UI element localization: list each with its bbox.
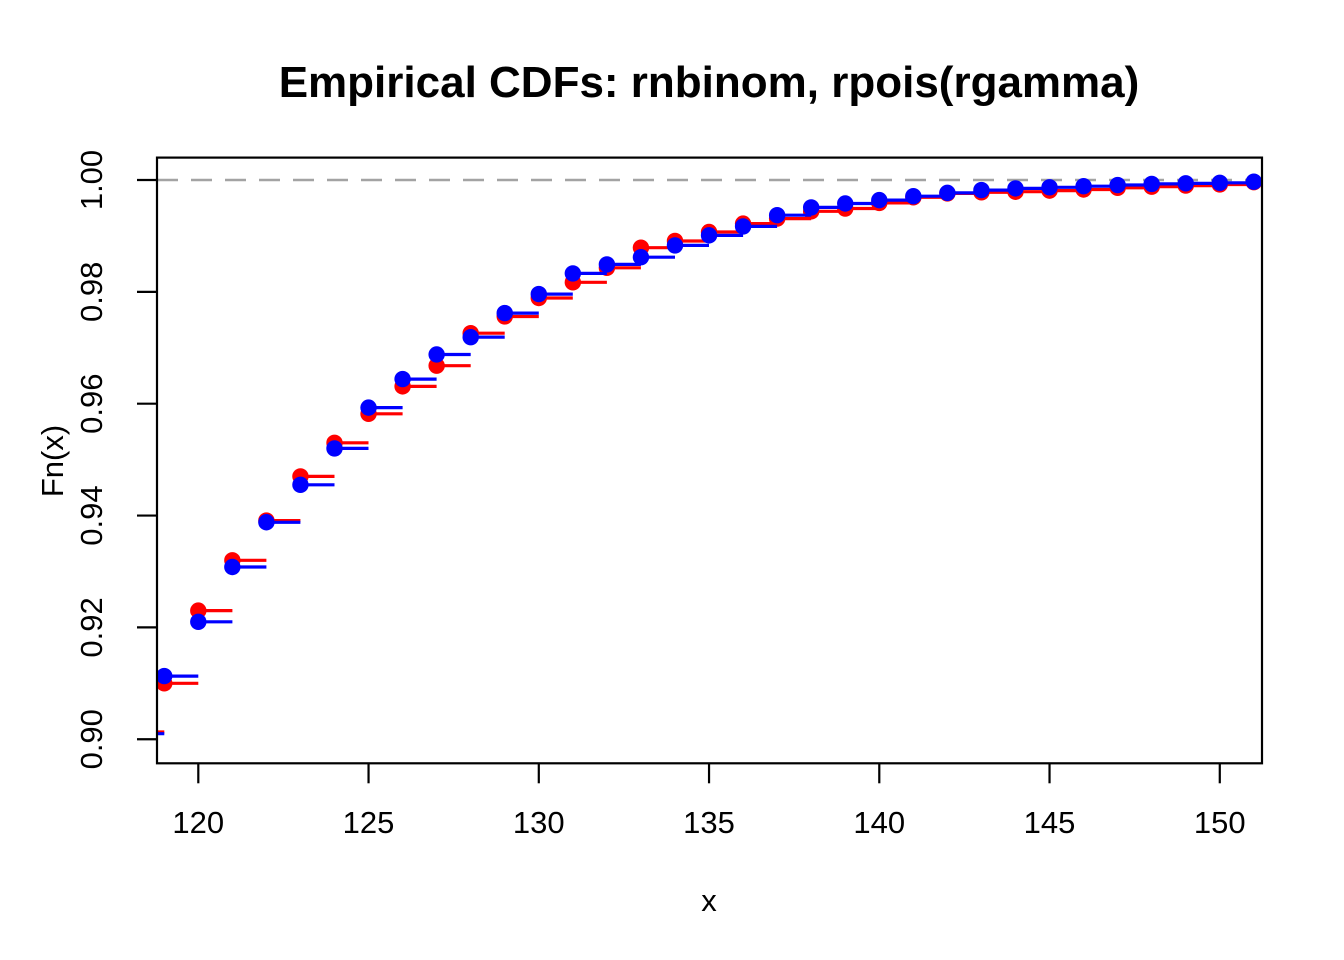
ecdf-point-rpois-rgamma (905, 188, 922, 205)
ecdf-point-rpois-rgamma (1109, 176, 1126, 194)
x-tick-label: 130 (513, 805, 565, 840)
ecdf-point-rpois-rgamma (428, 346, 445, 363)
ecdf-steps-rpois-rgamma (157, 180, 1262, 736)
y-tick-label: 1.00 (74, 150, 109, 210)
ecdf-point-rpois-rgamma (1177, 175, 1194, 192)
ecdf-point-rpois-rgamma (802, 199, 820, 216)
ecdf-point-rpois-rgamma (1143, 175, 1160, 193)
x-axis-title: x (701, 883, 717, 918)
ecdf-point-rpois-rgamma (939, 184, 956, 202)
ecdf-point-rpois-rgamma (734, 218, 752, 235)
ecdf-point-rpois-rgamma (1245, 173, 1263, 190)
ecdf-point-rpois-rgamma (224, 558, 241, 576)
ecdf-point-rpois-rgamma (1211, 174, 1228, 191)
ecdf-point-rpois-rgamma (666, 237, 684, 254)
ecdf-point-rpois-rgamma (394, 370, 411, 388)
ecdf-point-rpois-rgamma (632, 248, 650, 266)
x-tick-label: 135 (683, 805, 735, 840)
ecdf-point-rpois-rgamma (973, 181, 990, 199)
y-tick-label: 0.92 (74, 597, 109, 657)
ecdf-point-rpois-rgamma (871, 191, 888, 209)
y-axis-title: Fn(x) (35, 425, 70, 497)
ecdf-point-rpois-rgamma (326, 440, 343, 457)
y-tick-label: 0.98 (74, 262, 109, 322)
ecdf-point-rpois-rgamma (1075, 177, 1092, 195)
ecdf-point-rpois-rgamma (700, 227, 718, 244)
ecdf-point-rpois-rgamma (837, 195, 854, 212)
x-tick-label: 140 (853, 805, 905, 840)
ecdf-point-rpois-rgamma (564, 265, 582, 282)
x-tick-label: 150 (1194, 805, 1246, 840)
ecdf-point-rpois-rgamma (598, 256, 616, 273)
chart-title: Empirical CDFs: rnbinom, rpois(rgamma) (279, 58, 1140, 107)
plot-border (155, 156, 1264, 765)
y-tick-label: 0.96 (74, 374, 109, 434)
ecdf-point-rpois-rgamma (156, 667, 173, 685)
x-tick-label: 120 (172, 805, 224, 840)
ecdf-point-rpois-rgamma (462, 328, 479, 346)
plot-area: 120 125 130 135 140 145 150 0.90 0.92 0.94 0.96 0.9… (74, 150, 1263, 840)
ecdf-point-rpois-rgamma (258, 514, 275, 531)
x-tick-label: 125 (343, 805, 395, 840)
y-tick-label: 0.90 (74, 709, 109, 769)
ecdf-point-rpois-rgamma (1041, 179, 1058, 196)
ecdf-point-rpois-rgamma (496, 304, 513, 322)
ecdf-point-rpois-rgamma (768, 207, 786, 224)
y-tick-label: 0.94 (74, 485, 109, 545)
ecdf-point-rpois-rgamma (360, 399, 377, 416)
ecdf-steps-rnbinom (157, 180, 1262, 734)
ecdf-point-rpois-rgamma (292, 476, 309, 493)
ecdf-point-rpois-rgamma (190, 613, 207, 631)
x-tick-label: 145 (1024, 805, 1076, 840)
ecdf-point-rpois-rgamma (1007, 180, 1024, 197)
ecdf-point-rpois-rgamma (530, 285, 547, 303)
